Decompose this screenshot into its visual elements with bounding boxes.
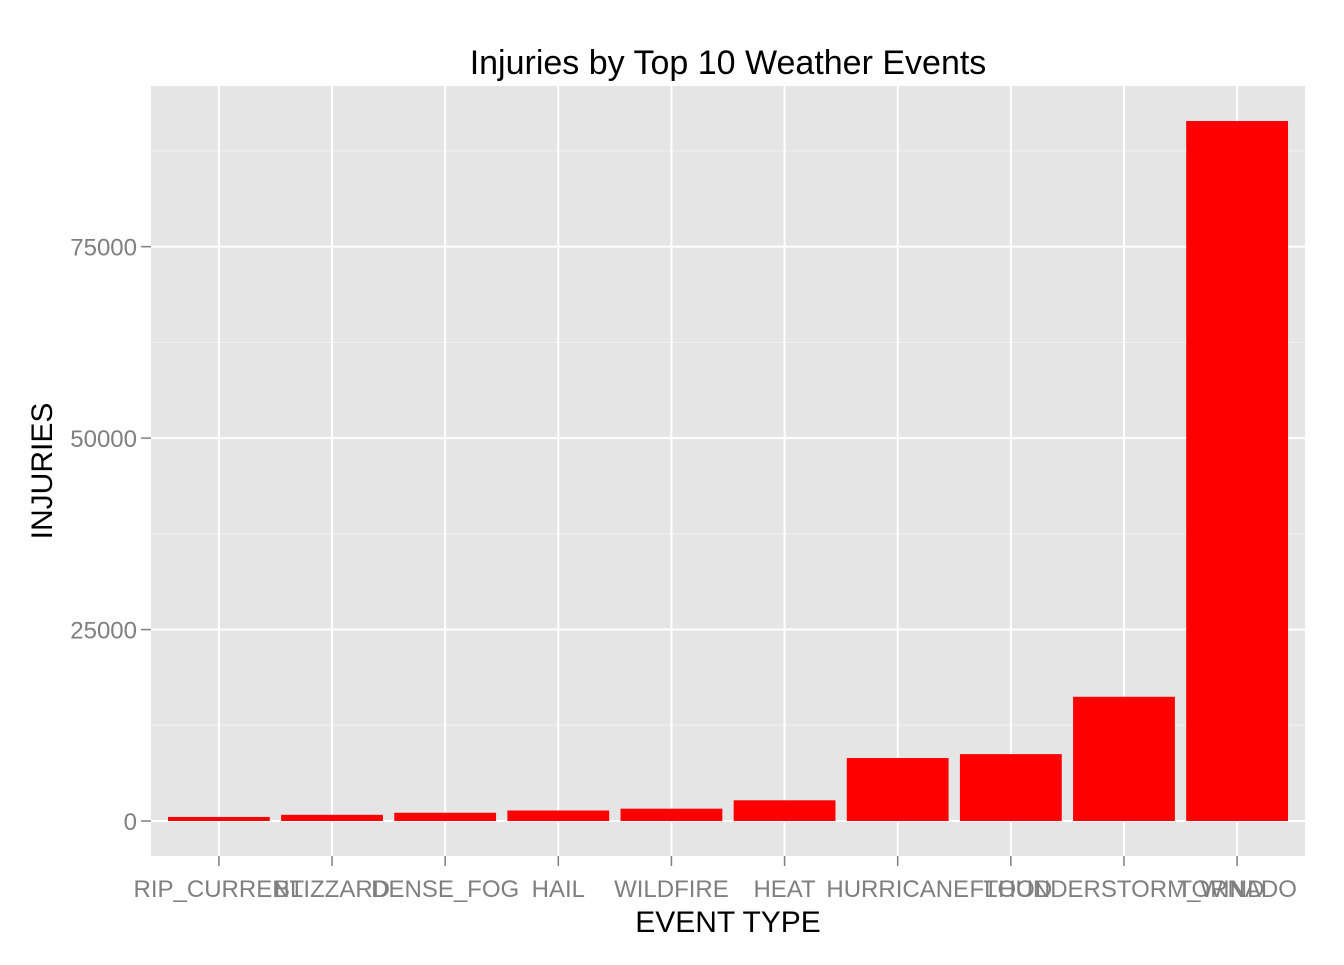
bars [167,120,1289,822]
y-axis: 0 25000 50000 75000 [70,235,151,836]
x-axis-label: EVENT TYPE [635,906,821,939]
x-tick-label: FLOOD [969,876,1052,903]
x-tick-label: DENSE_FOG [371,876,519,903]
bar-heat [733,800,836,822]
y-tick-label: 25000 [70,618,137,645]
chart-title: Injuries by Top 10 Weather Events [470,44,987,82]
bar-blizzard [281,814,383,822]
y-tick-label: 75000 [70,235,137,262]
bar-thunderstorm-wind [1073,696,1175,822]
bar-rip-current [167,816,270,822]
grid-lines [151,86,1305,856]
x-tick-label: WILDFIRE [614,876,729,903]
x-tick-label: BLIZZARD [274,876,390,903]
x-tick-label: THUNDERSTORM_WIND [984,876,1265,903]
x-tick-label: RIP_CURRENT [134,876,305,903]
y-tick-label: 0 [124,809,137,836]
x-tick-label: TORNADO [1177,876,1297,903]
y-axis-label: INJURIES [26,403,59,540]
x-tick-label: HURRICANE [826,876,969,903]
bar-flood [959,754,1062,822]
x-tick-label: HEAT [753,876,816,903]
bar-hurricane [846,758,949,822]
bar-wildfire [620,808,723,822]
bar-dense-fog [394,812,497,822]
x-tick-label: HAIL [532,876,585,903]
bar-tornado [1186,120,1289,822]
bar-hail [507,810,610,822]
y-tick-label: 50000 [70,426,137,453]
